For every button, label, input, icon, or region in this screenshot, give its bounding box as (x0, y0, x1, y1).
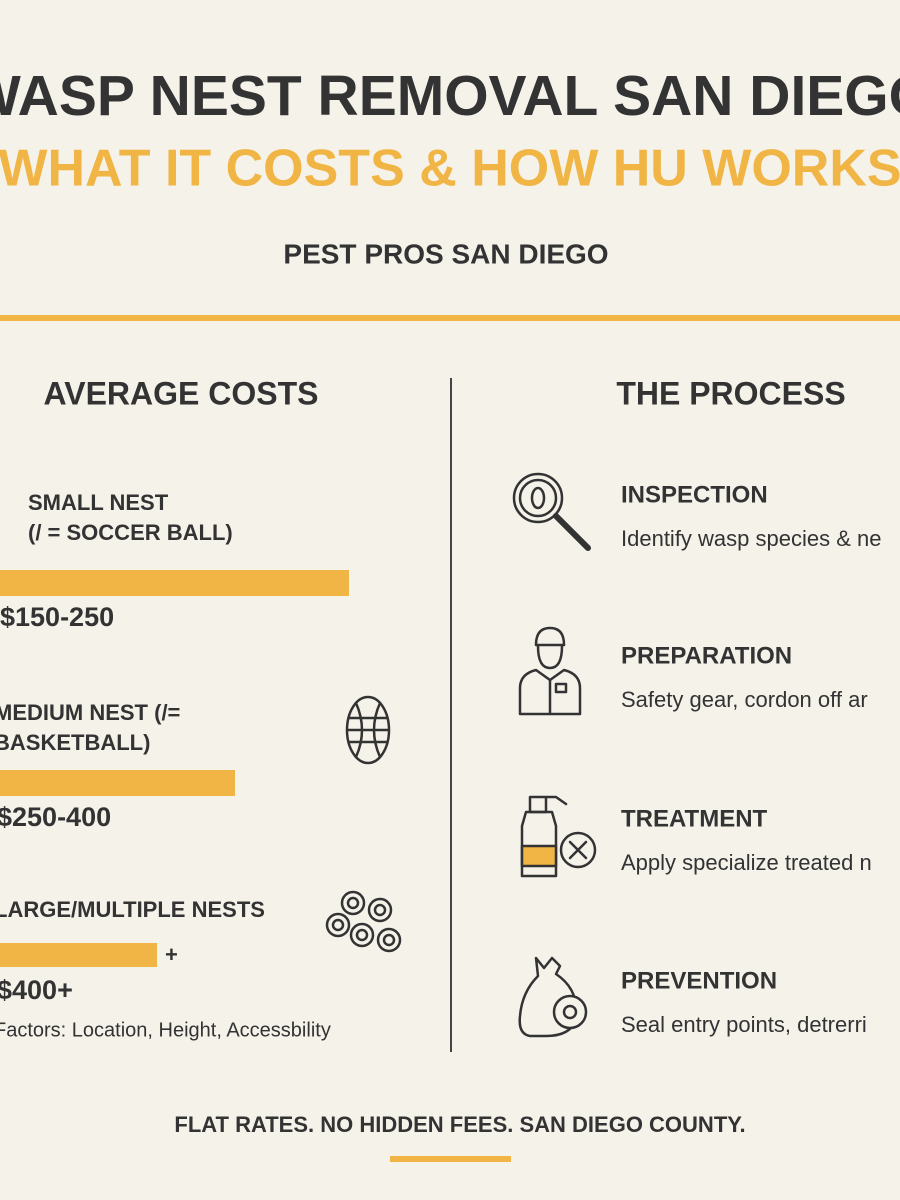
cost-price: $400+ (0, 975, 73, 1005)
inspection-icon (512, 472, 591, 551)
section-heading: THE PROCESS (616, 375, 845, 411)
cost-label: BASKETBALL) (0, 730, 150, 755)
step-title: PREPARATION (621, 642, 792, 669)
step-text: Identify wasp species & ne (621, 526, 881, 551)
cost-label: LARGE/MULTIPLE NESTS (0, 897, 265, 922)
step-title: TREATMENT (621, 805, 768, 832)
basketball-icon (345, 695, 391, 765)
cost-bar (0, 770, 235, 796)
step-text: Apply specialize treated n (621, 850, 872, 875)
prevention-icon (518, 956, 588, 1038)
title: WASP NEST REMOVAL SAN DIEGO (0, 64, 900, 128)
step-text: Safety gear, cordon off ar (621, 687, 868, 712)
footer-rule (390, 1156, 511, 1162)
nests-icon (325, 890, 402, 953)
cost-bar (0, 570, 349, 596)
cost-label: (/ = SOCCER BALL) (28, 520, 233, 545)
section-heading: AVERAGE COSTS (44, 375, 319, 411)
process-steps: INSPECTION Identify wasp species & ne PREP… (621, 481, 881, 1036)
step-text: Seal entry points, detrerri (621, 1012, 867, 1037)
cost-label: MEDIUM NEST (/= (0, 700, 180, 725)
step-title: INSPECTION (621, 481, 768, 508)
preparation-icon (518, 626, 582, 716)
cost-price: $250-400 (0, 802, 111, 832)
subtitle: WHAT IT COSTS & HOW HU WORKS (0, 140, 900, 198)
cost-label: SMALL NEST (28, 490, 169, 515)
treatment-icon (520, 795, 597, 878)
cost-note: Factors: Location, Height, Accessbility (0, 1019, 331, 1041)
cost-bar (0, 943, 157, 967)
footer: FLAT RATES. NO HIDDEN FEES. SAN DIEGO CO… (174, 1112, 745, 1137)
divider (0, 315, 900, 321)
cost-price: $150-250 (0, 602, 114, 632)
company: PEST PROS SAN DIEGO (283, 238, 608, 269)
step-title: PREVENTION (621, 967, 777, 994)
cost-extra: + (165, 942, 178, 967)
